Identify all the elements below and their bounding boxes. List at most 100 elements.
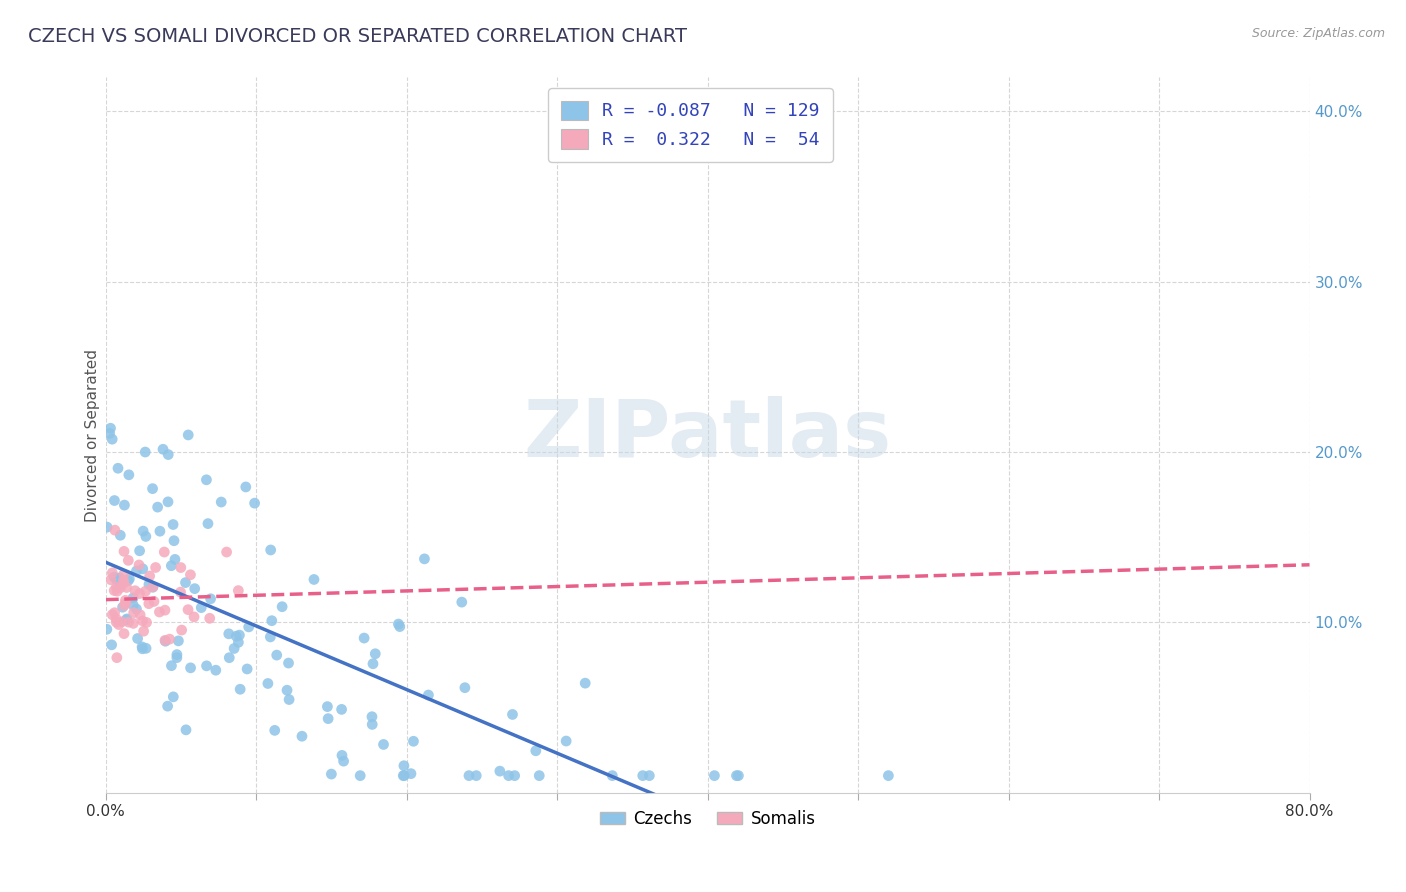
- Point: [105, 615, 128, 629]
- Point: [392, 769, 415, 783]
- Point: [170, 623, 193, 637]
- Point: [631, 769, 654, 783]
- Point: [98, 426, 121, 441]
- Point: [148, 605, 170, 619]
- Point: [413, 552, 436, 566]
- Point: [134, 445, 156, 459]
- Point: [418, 688, 440, 702]
- Point: [115, 581, 138, 595]
- Point: [128, 586, 150, 600]
- Point: [225, 629, 247, 643]
- Point: [112, 567, 135, 582]
- Point: [200, 591, 222, 606]
- Point: [122, 591, 145, 605]
- Point: [125, 602, 148, 616]
- Point: [155, 634, 177, 648]
- Point: [138, 569, 160, 583]
- Point: [103, 570, 125, 584]
- Point: [276, 683, 298, 698]
- Point: [128, 543, 150, 558]
- Point: [638, 769, 661, 783]
- Point: [316, 699, 339, 714]
- Point: [364, 647, 387, 661]
- Point: [170, 560, 193, 574]
- Point: [361, 717, 384, 731]
- Point: [112, 575, 135, 590]
- Point: [260, 614, 283, 628]
- Point: [105, 584, 128, 599]
- Point: [387, 617, 409, 632]
- Point: [159, 632, 181, 647]
- Point: [131, 614, 153, 628]
- Point: [183, 582, 205, 596]
- Point: [129, 607, 152, 622]
- Point: [703, 769, 725, 783]
- Point: [277, 656, 299, 670]
- Point: [224, 641, 246, 656]
- Point: [105, 573, 128, 587]
- Point: [204, 663, 226, 677]
- Point: [122, 616, 145, 631]
- Point: [131, 640, 153, 654]
- Point: [450, 595, 472, 609]
- Point: [215, 545, 238, 559]
- Point: [153, 545, 176, 559]
- Point: [174, 723, 197, 737]
- Point: [104, 606, 127, 620]
- Point: [238, 620, 260, 634]
- Point: [278, 692, 301, 706]
- Point: [110, 581, 132, 595]
- Point: [127, 632, 149, 646]
- Point: [392, 758, 415, 772]
- Point: [132, 524, 155, 538]
- Point: [104, 523, 127, 537]
- Text: ZIPatlas: ZIPatlas: [523, 396, 891, 474]
- Point: [114, 593, 136, 607]
- Point: [103, 583, 125, 598]
- Point: [105, 580, 128, 594]
- Point: [101, 432, 124, 446]
- Point: [399, 766, 422, 780]
- Point: [156, 495, 179, 509]
- Point: [149, 524, 172, 539]
- Point: [111, 615, 134, 629]
- Point: [373, 738, 395, 752]
- Point: [146, 500, 169, 515]
- Point: [115, 613, 138, 627]
- Point: [122, 606, 145, 620]
- Point: [259, 630, 281, 644]
- Point: [228, 635, 250, 649]
- Point: [330, 748, 353, 763]
- Point: [112, 599, 135, 613]
- Point: [321, 767, 343, 781]
- Point: [353, 631, 375, 645]
- Point: [111, 600, 134, 615]
- Point: [105, 650, 128, 665]
- Point: [117, 574, 139, 588]
- Point: [124, 583, 146, 598]
- Point: [166, 650, 188, 665]
- Point: [100, 573, 122, 587]
- Point: [101, 607, 124, 622]
- Point: [135, 641, 157, 656]
- Point: [166, 648, 188, 662]
- Point: [260, 543, 283, 558]
- Point: [218, 650, 240, 665]
- Point: [135, 584, 157, 599]
- Point: [112, 626, 135, 640]
- Point: [138, 597, 160, 611]
- Point: [263, 723, 285, 738]
- Point: [197, 516, 219, 531]
- Point: [266, 648, 288, 662]
- Point: [198, 611, 221, 625]
- Point: [332, 754, 354, 768]
- Point: [555, 734, 578, 748]
- Point: [152, 442, 174, 457]
- Point: [190, 600, 212, 615]
- Text: CZECH VS SOMALI DIVORCED OR SEPARATED CORRELATION CHART: CZECH VS SOMALI DIVORCED OR SEPARATED CO…: [28, 27, 688, 45]
- Point: [180, 661, 202, 675]
- Point: [101, 566, 124, 580]
- Point: [236, 662, 259, 676]
- Point: [392, 769, 415, 783]
- Point: [529, 769, 551, 783]
